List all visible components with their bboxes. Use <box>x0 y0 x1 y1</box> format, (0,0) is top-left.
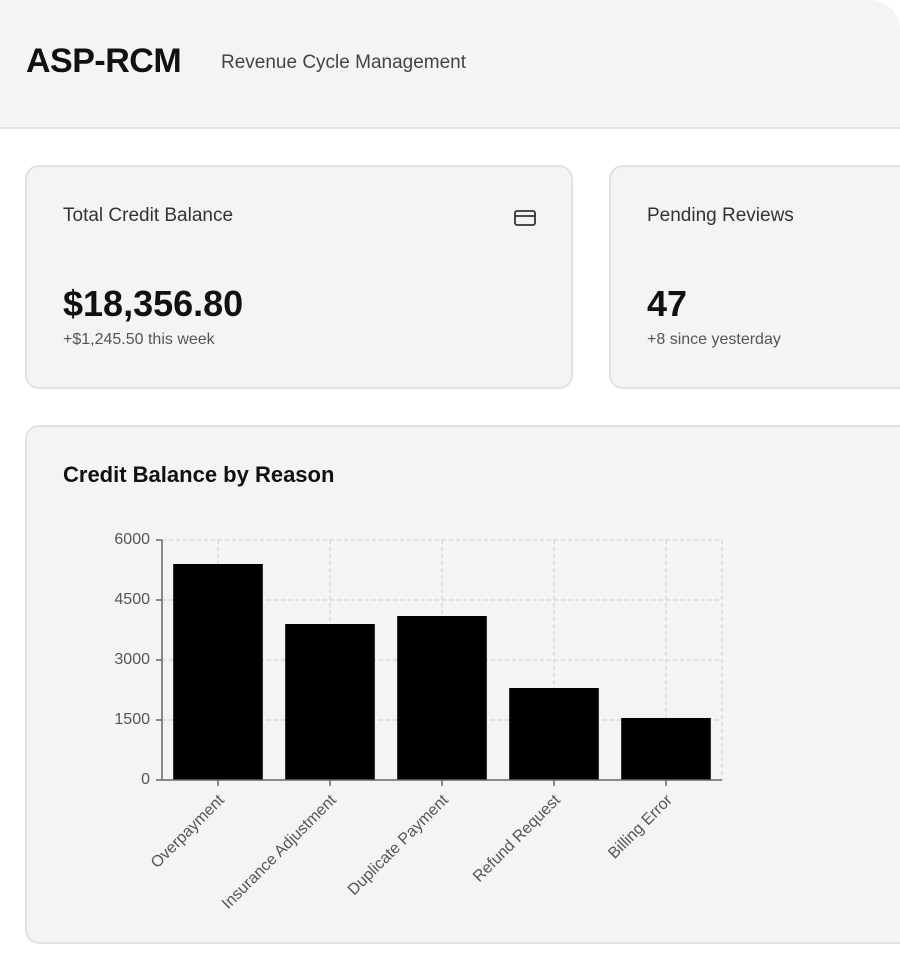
x-tick-label: Billing Error <box>605 791 676 862</box>
bar <box>285 624 375 780</box>
x-tick-label: Duplicate Payment <box>345 791 452 898</box>
app-title: ASP-RCM <box>26 42 182 80</box>
card-label: Pending Reviews <box>647 205 794 226</box>
y-tick-label: 4500 <box>114 591 150 608</box>
bar <box>173 564 263 780</box>
chart: Credit Balance by Reason 0 1500 3000 4500 60… <box>63 462 723 913</box>
stat-card: Pending Reviews 47 +8 since yesterday <box>609 165 900 389</box>
chart-title: Credit Balance by Reason <box>63 462 334 487</box>
card-change: +8 since yesterday <box>647 331 781 348</box>
y-tick-label: 0 <box>141 771 150 788</box>
chart-card: Credit Balance by Reason 0 1500 3000 4500 60… <box>25 425 900 944</box>
bar <box>509 688 599 780</box>
card-value: $18,356.80 <box>63 283 244 324</box>
y-tick-label: 6000 <box>114 531 150 548</box>
x-tick-label: Overpayment <box>148 791 228 871</box>
card-icon <box>514 210 536 226</box>
bar <box>397 616 487 780</box>
app-subtitle: Revenue Cycle Management <box>221 52 467 73</box>
y-tick-label: 1500 <box>114 711 150 728</box>
x-tick-label: Refund Request <box>470 791 564 885</box>
bar <box>621 718 711 780</box>
card-change: +$1,245.50 this week <box>63 331 215 348</box>
card-label: Total Credit Balance <box>63 205 234 226</box>
x-tick-label: Insurance Adjustment <box>219 791 340 912</box>
stat-card: Total Credit Balance $18,356.80 +$1,245.… <box>25 165 573 389</box>
card-value: 47 <box>647 283 688 324</box>
header: ASP-RCM Revenue Cycle Management <box>0 0 900 129</box>
y-tick-label: 3000 <box>114 651 150 668</box>
